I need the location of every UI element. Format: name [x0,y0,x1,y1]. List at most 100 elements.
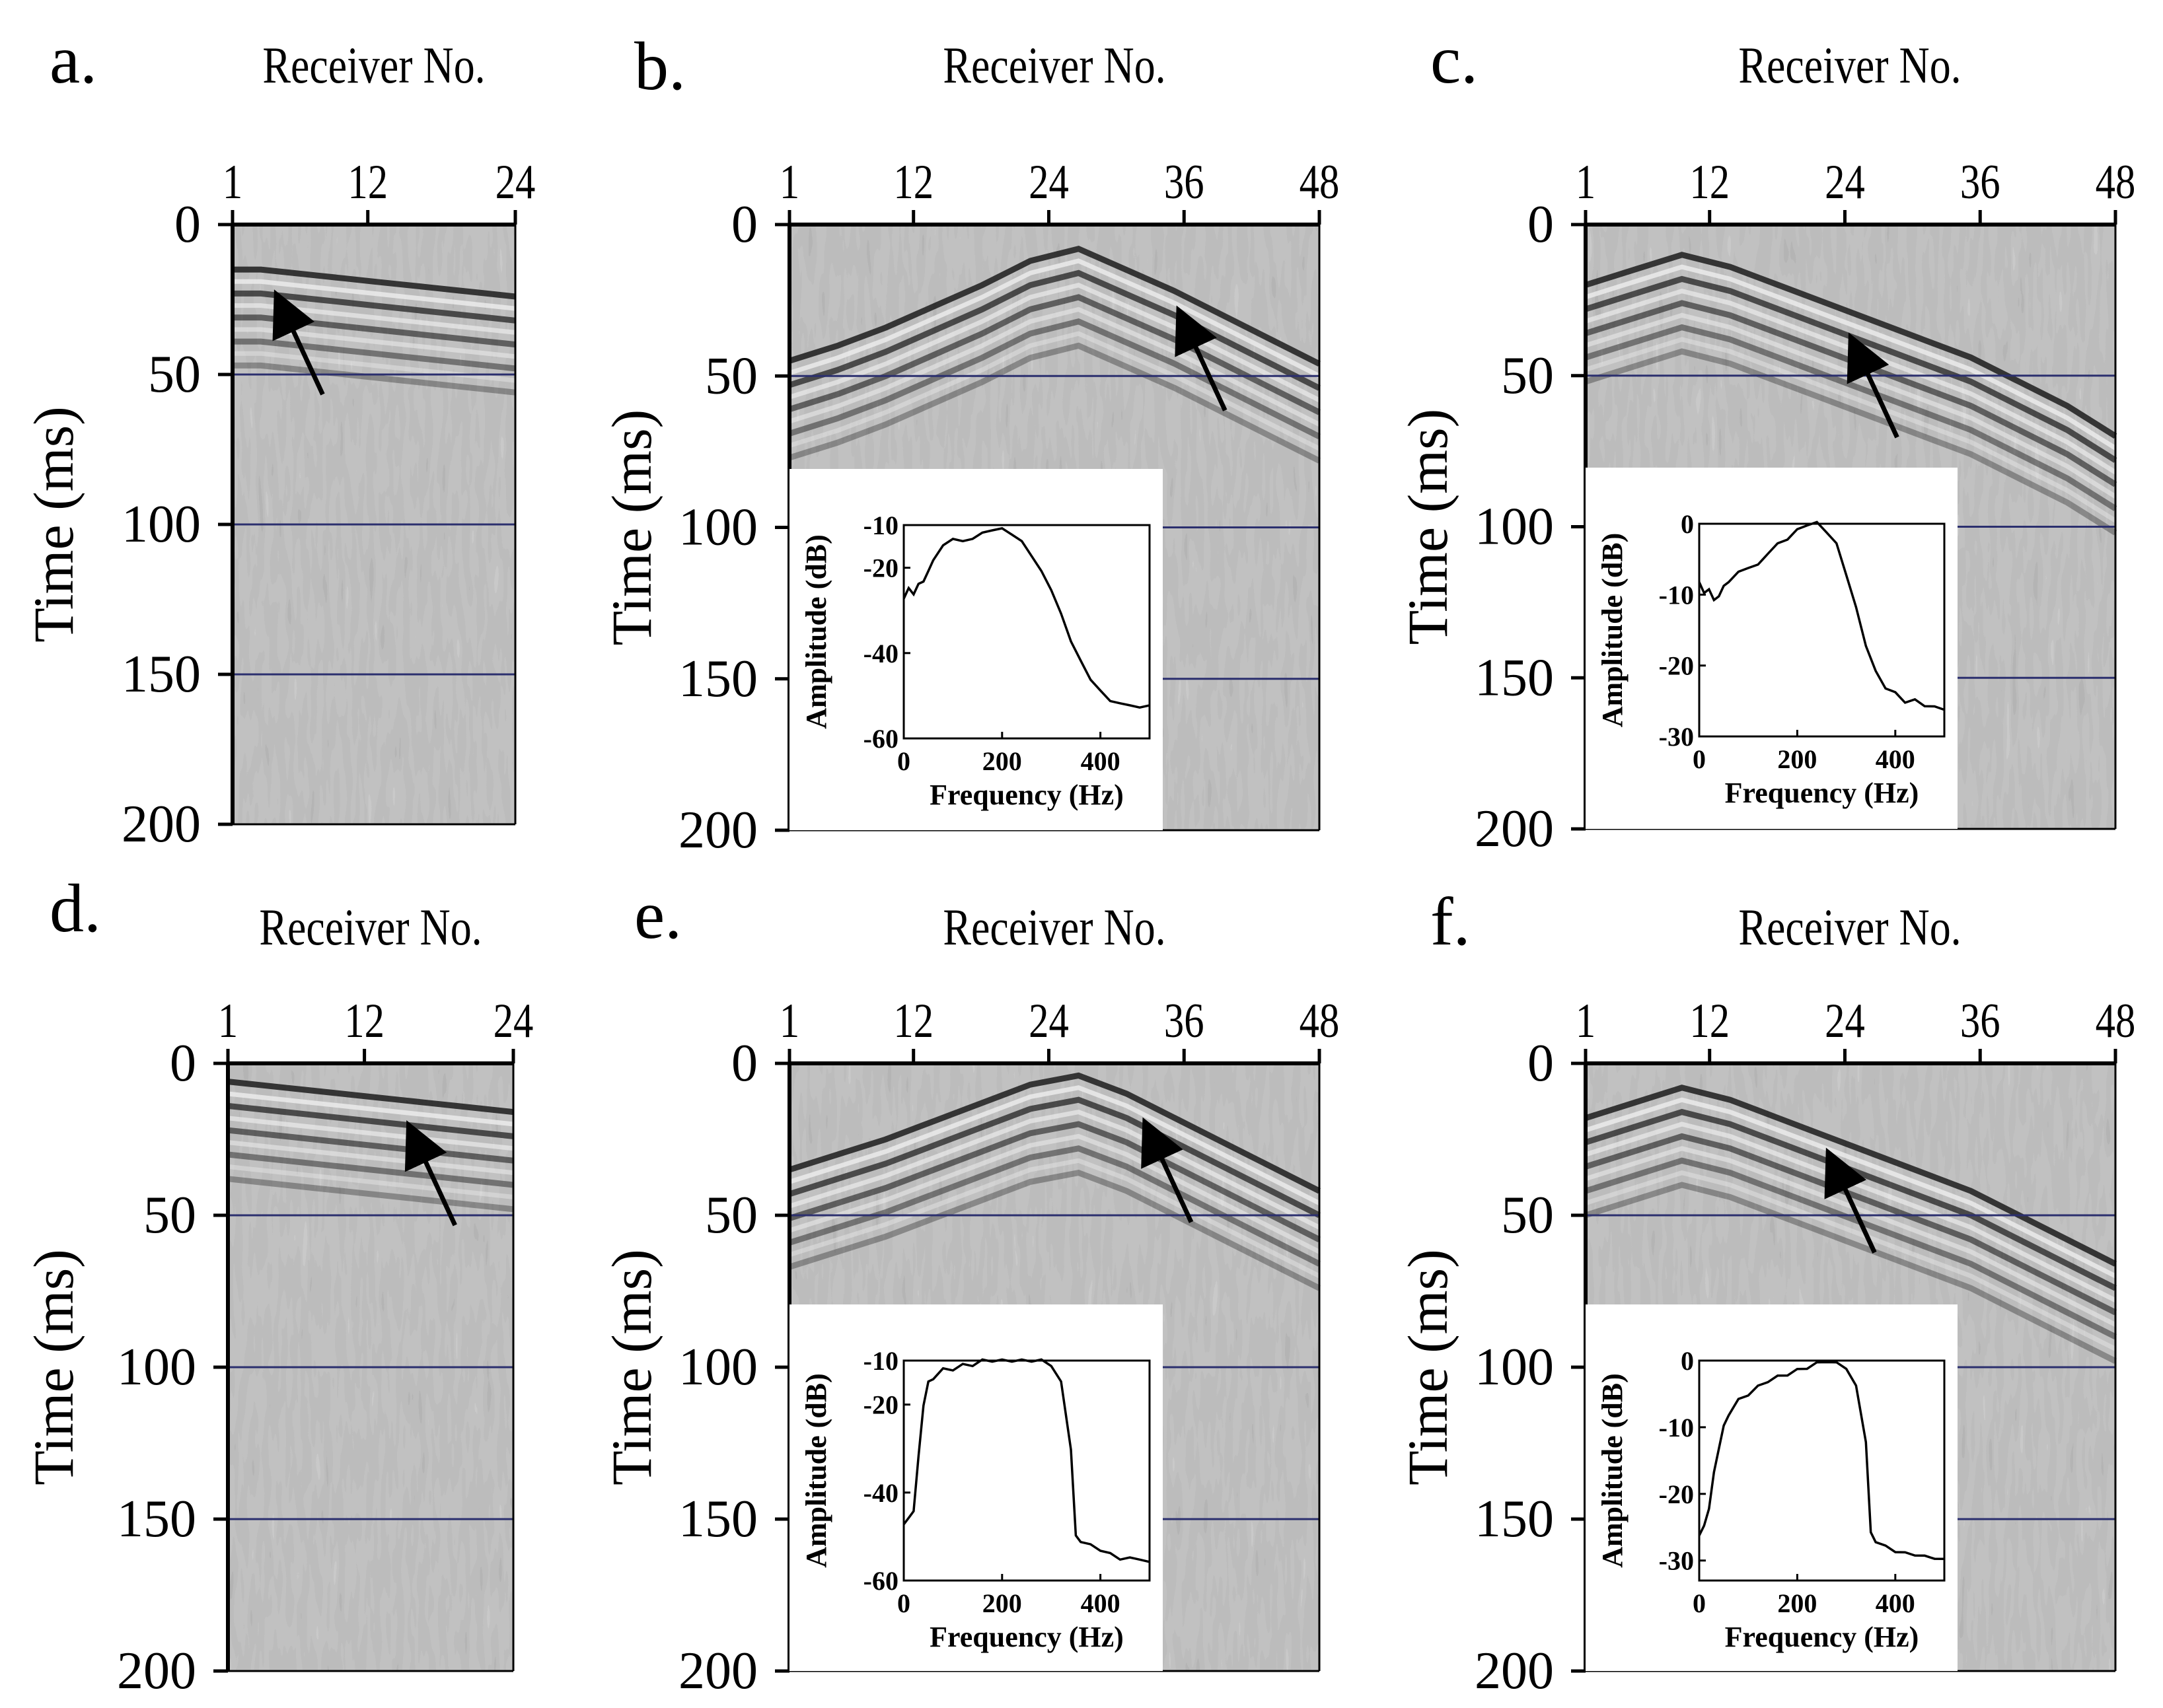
x-tick-label: 36 [1164,993,1204,1048]
reflection-event [233,338,516,372]
x-tick-label: 36 [1164,155,1204,209]
y-tick-label: 100 [117,1338,196,1396]
first-arrival-arrow [272,289,325,396]
reflection-event [1584,1170,2117,1351]
reflection-event [233,362,516,396]
y-tick-label: 50 [705,347,758,405]
inset-background [1586,1304,1958,1671]
reflection-event [1584,348,2117,536]
inset-y-tick-label: -10 [863,1346,898,1376]
x-tick-label: 1 [1576,155,1595,209]
x-axis-title: Receiver No. [1738,37,1961,94]
x-tick-label: 12 [893,155,934,209]
reflection-event [1584,324,2117,511]
inset-y-tick-label: -10 [863,511,898,540]
y-tick-label: 100 [122,495,201,553]
reflection-event [788,1085,1321,1205]
y-axis-title: Time (ms) [1396,1249,1459,1485]
reflection-event [788,1158,1321,1279]
y-tick-label: 100 [678,499,758,557]
inset-frame [1698,1359,1946,1582]
first-arrival-arrow [1175,305,1228,411]
reflection-event [227,1127,514,1164]
inset-frame [902,524,1151,740]
y-tick-label: 0 [1527,1034,1554,1092]
x-tick-label: 12 [893,993,934,1048]
y-axis-title: Time (ms) [22,1249,85,1485]
y-tick-label: 100 [1475,498,1554,556]
x-axis-title: Receiver No. [1738,899,1961,956]
x-tick-label: 1 [223,155,242,209]
spectrum-line [902,527,1150,709]
y-axis-title: Time (ms) [1396,409,1459,645]
reflection-event [1584,1182,2117,1364]
y-tick-label: 150 [1475,1490,1554,1548]
y-tick-label: 150 [678,1490,758,1548]
y-tick-label: 50 [143,1186,196,1244]
reflection-event [1584,1157,2117,1340]
x-tick-label: 48 [2096,155,2136,209]
y-tick-label: 0 [170,1034,196,1092]
x-tick-label: 1 [1576,993,1595,1048]
y-tick-label: 50 [1501,1186,1554,1244]
y-tick-label: 0 [174,196,201,254]
inset-y-tick-label: -30 [1659,722,1694,752]
reflection-event [227,1151,514,1188]
x-tick-label: 36 [1960,155,2000,209]
y-tick-label: 150 [678,650,758,708]
y-tick-label: 0 [731,1034,758,1092]
reflection-event [788,245,1321,367]
y-tick-label: 200 [1475,800,1554,858]
x-tick-label: 36 [1960,993,2000,1048]
y-tick-label: 0 [1527,196,1554,254]
reflection-event [227,1079,514,1116]
panel-label: d. [50,871,101,946]
y-tick-label: 150 [1475,649,1554,707]
inset-x-tick-label: 200 [1777,1588,1817,1618]
inset-y-tick-label: -60 [863,1566,898,1596]
reflection-event [227,1176,514,1213]
y-tick-label: 200 [1475,1642,1554,1700]
reflection-event [788,318,1321,440]
x-tick-label: 24 [1825,993,1865,1048]
panel-label: b. [634,28,686,104]
x-tick-label: 1 [780,155,799,209]
spectrum-inset: 0 200 400 0 -10 -20 -30 Frequency (Hz) Amplitude… [1586,468,1958,829]
inset-y-title: Amplitude (dB) [800,1373,832,1568]
panel-b: 1 12 24 36 48 0 50 100 150 200 b. Receiver No. Time … [600,28,1339,859]
reflection-event [227,1140,514,1176]
x-tick-label: 12 [344,993,385,1048]
inset-x-tick-label: 400 [1081,1588,1120,1618]
x-tick-label: 12 [1689,993,1730,1048]
reflection-event [788,1133,1321,1254]
inset-y-tick-label: -10 [1659,580,1694,610]
x-tick-label: 24 [495,155,536,209]
reflection-event [788,331,1321,451]
reflection-event [788,258,1321,378]
reflection-event [788,342,1321,464]
y-tick-label: 200 [117,1642,196,1700]
inset-x-tick-label: 0 [897,1588,910,1618]
reflection-event [788,1096,1321,1219]
spectrum-line [1698,1361,1945,1561]
inset-y-tick-label: -20 [1659,1479,1694,1509]
inset-y-tick-label: -60 [863,724,898,754]
inset-y-tick-label: -20 [863,553,898,583]
reflection-event [1584,337,2117,523]
inset-x-tick-label: 0 [1693,744,1706,774]
inset-y-tick-label: -30 [1659,1546,1694,1576]
inset-x-title: Frequency (Hz) [930,1621,1124,1653]
reflection-event [233,266,516,300]
inset-x-tick-label: 200 [982,1588,1022,1618]
x-tick-label: 1 [780,993,799,1048]
x-tick-label: 24 [1029,993,1069,1048]
y-tick-label: 150 [122,645,201,703]
inset-y-tick-label: 0 [1681,509,1694,539]
spectrum-inset: 0 200 400 0 -10 -20 -30 Frequency (Hz) Amplitude… [1586,1304,1958,1671]
y-axis-title: Time (ms) [600,1249,663,1485]
panel-d: 1 12 24 0 50 100 150 200 d. Receiver No. Time (ms) [22,871,533,1700]
x-axis-title: Receiver No. [943,37,1165,94]
inset-frame [1698,522,1946,738]
x-tick-label: 24 [1029,155,1069,209]
